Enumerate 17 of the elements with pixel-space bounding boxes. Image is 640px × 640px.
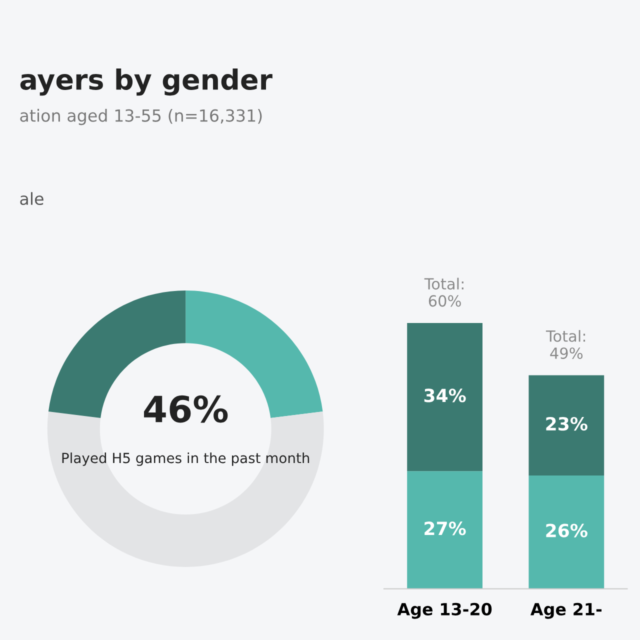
chart-subtitle: ation aged 13-55 (n=16,331) — [20, 108, 262, 126]
x-tick-label: Age 13-20 — [397, 602, 492, 619]
bar — [407, 322, 482, 472]
data-label: 26% — [546, 524, 588, 538]
data-label: 34% — [424, 388, 466, 402]
total-label: Total: 49% — [546, 330, 586, 359]
bar — [528, 475, 604, 589]
data-label: 23% — [546, 416, 588, 431]
bar — [528, 375, 604, 476]
data-label: 27% — [424, 522, 466, 536]
x-tick-label: Age 21- — [530, 602, 602, 619]
total-label: Total: 60% — [424, 278, 464, 307]
chart-title: ayers by gender — [20, 68, 272, 96]
text: Played H5 games in the past month — [62, 452, 310, 466]
text: ale — [20, 192, 44, 206]
text: 46% — [144, 395, 228, 423]
bar — [407, 471, 482, 589]
